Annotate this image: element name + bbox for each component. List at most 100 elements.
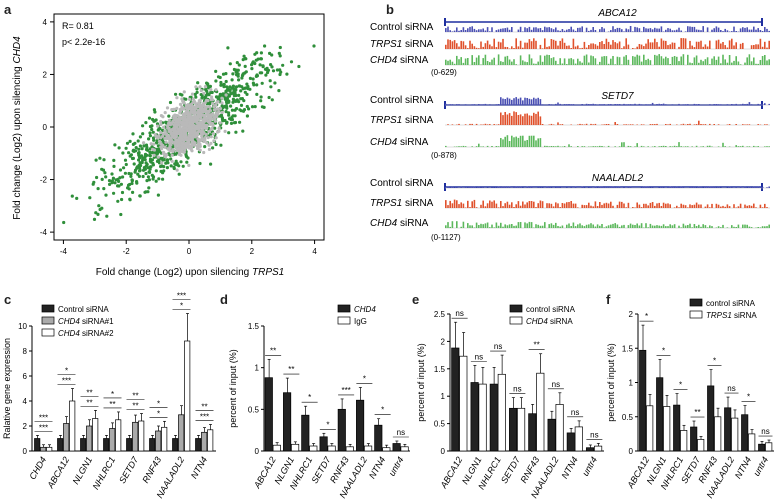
- track-signal: [753, 45, 755, 49]
- scatter-point: [186, 105, 190, 109]
- track-signal: [610, 104, 612, 105]
- track-signal: [731, 31, 733, 32]
- track-signal: [464, 45, 467, 49]
- scatter-point-sig: [171, 145, 175, 149]
- track-signal: [733, 45, 735, 49]
- track-signal: [585, 224, 588, 228]
- scatter-point-sig: [101, 168, 106, 172]
- track-signal: [733, 104, 735, 105]
- track-signal: [742, 42, 744, 49]
- track-label: Control siRNA: [370, 95, 434, 106]
- scatter-point-sig: [250, 105, 255, 109]
- track-signal: [632, 31, 634, 32]
- track-signal: [656, 123, 658, 125]
- gene-title: ABCA12: [597, 8, 637, 19]
- scatter-point: [179, 127, 183, 131]
- track-signal: [647, 227, 649, 228]
- track-signal: [759, 186, 762, 188]
- track-signal: [449, 30, 451, 32]
- scatter-point-sig: [234, 70, 238, 74]
- scatter-point: [192, 108, 196, 112]
- track-signal: [735, 56, 737, 65]
- track-signal: [623, 31, 625, 32]
- scatter-point-sig: [194, 95, 198, 99]
- x-tick-label: 0: [187, 247, 192, 256]
- scatter-point-sig: [141, 156, 145, 160]
- track-signal: [522, 135, 524, 147]
- track-signal: [755, 207, 757, 208]
- track-signal: [528, 54, 531, 65]
- track-signal: [599, 225, 601, 228]
- scatter-point-sig: [149, 124, 153, 128]
- track-signal: [618, 27, 621, 32]
- bar: [765, 442, 773, 452]
- track-signal: [537, 111, 539, 125]
- track-signal: [519, 114, 522, 125]
- scatter-point: [203, 109, 208, 114]
- track-signal: [744, 204, 746, 208]
- track-signal: [513, 137, 515, 147]
- track-signal: [497, 124, 500, 125]
- track-signal: [541, 48, 544, 49]
- track-signal: [676, 124, 678, 125]
- track-signal: [475, 222, 478, 228]
- y-tick-label: 0: [23, 447, 28, 456]
- scatter-point-sig: [142, 144, 146, 148]
- y-tick-label: 2: [629, 310, 634, 319]
- scatter-point: [207, 119, 211, 123]
- track-signal: [722, 42, 724, 49]
- track-signal: [568, 202, 570, 208]
- track-signal: [702, 146, 704, 147]
- track-signal: [680, 227, 682, 228]
- scatter-point: [203, 85, 207, 89]
- track-signal: [728, 31, 731, 32]
- track-range: (0-878): [431, 151, 457, 160]
- scatter-point: [165, 133, 169, 137]
- scatter-point-sig: [278, 72, 282, 77]
- scatter-point: [214, 88, 218, 92]
- track-signal: [517, 222, 520, 228]
- track-signal: [746, 27, 748, 32]
- x-tick-label: 4: [312, 247, 317, 256]
- scatter-point-sig: [208, 84, 212, 88]
- track-signal: [667, 203, 669, 208]
- track-signal: [612, 186, 614, 188]
- y-axis-label: percent of input (%): [416, 343, 426, 422]
- scatter-point-sig: [139, 163, 143, 168]
- track-signal: [722, 142, 724, 147]
- scatter-point-sig: [273, 81, 277, 85]
- track-signal: [535, 27, 537, 32]
- scatter-point: [151, 147, 155, 151]
- track-signal: [588, 45, 590, 49]
- track-signal: [563, 146, 566, 147]
- track-signal: [486, 187, 489, 188]
- bar: [400, 446, 409, 452]
- track-signal: [671, 30, 674, 32]
- track-signal: [563, 104, 566, 105]
- track-signal: [724, 146, 726, 147]
- track-signal: [599, 202, 601, 208]
- category-label: ABCA12: [251, 455, 277, 491]
- track-signal: [497, 104, 500, 105]
- track-signal: [517, 46, 520, 49]
- track-signal: [713, 124, 715, 125]
- scatter-point-sig: [126, 186, 130, 190]
- scatter-point-sig: [198, 161, 202, 166]
- track-signal: [570, 48, 572, 49]
- track-signal: [733, 204, 735, 208]
- track-signal: [528, 115, 531, 125]
- track-signal: [764, 203, 766, 208]
- track-range: (0-1127): [431, 233, 461, 242]
- bar: [731, 417, 739, 452]
- track-signal: [473, 186, 476, 188]
- legend-swatch: [509, 304, 523, 313]
- scatter-point-sig: [137, 174, 141, 178]
- track-signal: [748, 102, 751, 105]
- scatter-point-sig: [132, 149, 136, 153]
- track-signal: [517, 29, 520, 32]
- track-signal: [687, 207, 689, 208]
- scatter-point-sig: [148, 150, 152, 154]
- track-signal: [704, 206, 707, 208]
- track-signal: [473, 227, 476, 228]
- track-signal: [513, 48, 515, 49]
